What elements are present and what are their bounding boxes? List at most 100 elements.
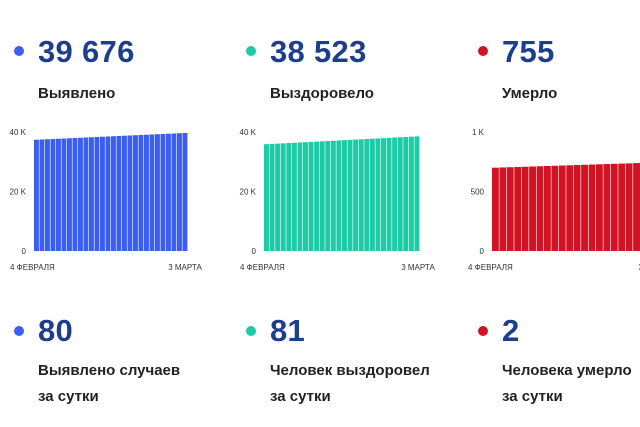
chart-bar [536,166,544,251]
chart-bar [182,132,188,251]
chart-bar [392,137,398,251]
chart-bar [342,140,347,251]
chart-bar [303,142,308,251]
detected-daily-value: 80 [38,313,74,348]
chart-bar [34,139,39,251]
died-daily-label-line2: за сутки [502,388,563,405]
blue-dot-icon [14,326,24,336]
y-tick-label: 20 K [10,188,27,197]
chart-bar [177,133,182,251]
chart-bar [67,138,72,251]
stat-recovered: 38 523 Выздоровело [246,30,446,110]
died-daily-value: 2 [502,313,520,348]
red-dot-icon [478,326,488,336]
chart-bar [521,166,529,251]
chart-bar [89,137,94,251]
chart-bar [625,163,633,251]
chart-bar [386,137,392,251]
chart-bar [364,139,370,251]
chart-bar [45,139,50,251]
chart-svg: 40 K 20 K 0 4 ФЕВРАЛЯ 3 МАРТА [10,128,203,272]
y-tick-label: 40 K [10,128,27,137]
died-total: 755 [502,34,555,69]
chart-bar [403,136,409,251]
recovered-total: 38 523 [270,34,367,69]
chart-bar [529,166,536,251]
chart-bar [133,135,138,251]
stat-died: 755 Умерло [478,30,638,110]
blue-dot-icon [14,46,24,56]
chart-died: 1 K 500 0 4 ФЕВРАЛЯ 3 МАРТА [460,120,640,280]
chart-bar [414,136,420,251]
chart-bar [633,163,640,251]
x-start-label: 4 ФЕВРАЛЯ [240,263,285,272]
chart-bar [506,167,514,251]
chart-bar [330,140,336,251]
y-tick-label: 500 [471,188,485,197]
chart-bar [275,143,281,251]
chart-svg: 40 K 20 K 0 4 ФЕВРАЛЯ 3 МАРТА [240,128,436,272]
chart-bar [603,164,611,251]
chart-bar [72,137,78,251]
chart-bar [297,142,303,251]
y-tick-label: 0 [252,247,257,256]
chart-bar [94,136,100,251]
stat-detected-daily: 80 Выявлено случаев за сутки [14,313,224,413]
recovered-label: Выздоровело [270,85,374,102]
chart-bar [573,165,581,251]
chart-detected: 40 K 20 K 0 4 ФЕВРАЛЯ 3 МАРТА [0,120,215,280]
chart-bar [286,143,292,251]
chart-bar [499,167,507,251]
chart-bar [166,133,171,251]
chart-bar [492,167,499,251]
chart-svg: 1 K 500 0 4 ФЕВРАЛЯ 3 МАРТА [468,128,640,272]
chart-bar [56,138,61,251]
chart-bar [83,137,89,251]
y-tick-label: 0 [22,247,27,256]
chart-bar [347,139,353,251]
chart-bar [264,144,269,251]
x-start-label: 4 ФЕВРАЛЯ [468,263,513,272]
chart-bar [581,164,588,251]
chart-bar [514,166,522,251]
chart-bar [319,141,325,251]
chart-bar [358,139,364,251]
chart-bar [138,134,144,251]
chart-bar [381,138,386,251]
chart-bar [105,136,111,251]
green-dot-icon [246,46,256,56]
y-tick-label: 0 [480,247,485,256]
recovered-daily-label-line1: Человек выздоровел [270,362,430,379]
green-dot-icon [246,326,256,336]
y-tick-label: 40 K [240,128,257,137]
chart-bar [171,133,177,251]
chart-bar [618,163,626,251]
x-end-label: 3 МАРТА [638,263,640,272]
chart-bar [588,164,596,251]
chart-bar [127,135,133,251]
chart-bar [269,143,275,251]
chart-bar [144,134,149,251]
chart-bar [78,137,83,251]
stat-detected: 39 676 Выявлено [14,30,214,110]
x-start-label: 4 ФЕВРАЛЯ [10,263,55,272]
detected-daily-label-line1: Выявлено случаев [38,362,181,379]
chart-bar [314,141,320,251]
chart-bar [308,141,314,251]
chart-bar [336,140,342,251]
died-daily-label-line1: Человека умерло [502,362,632,379]
detected-daily-label-line2: за сутки [38,388,99,405]
chart-bar [369,138,375,251]
chart-bar [280,143,286,251]
chart-bar [160,133,166,251]
chart-bar [375,138,381,251]
red-dot-icon [478,46,488,56]
chart-bar [149,134,155,251]
chart-bar [408,136,414,251]
chart-bar [291,142,297,251]
chart-bar [155,134,160,251]
y-tick-label: 1 K [472,128,485,137]
chart-bar [39,139,45,251]
chart-recovered: 40 K 20 K 0 4 ФЕВРАЛЯ 3 МАРТА [230,120,445,280]
chart-bar [397,137,403,251]
